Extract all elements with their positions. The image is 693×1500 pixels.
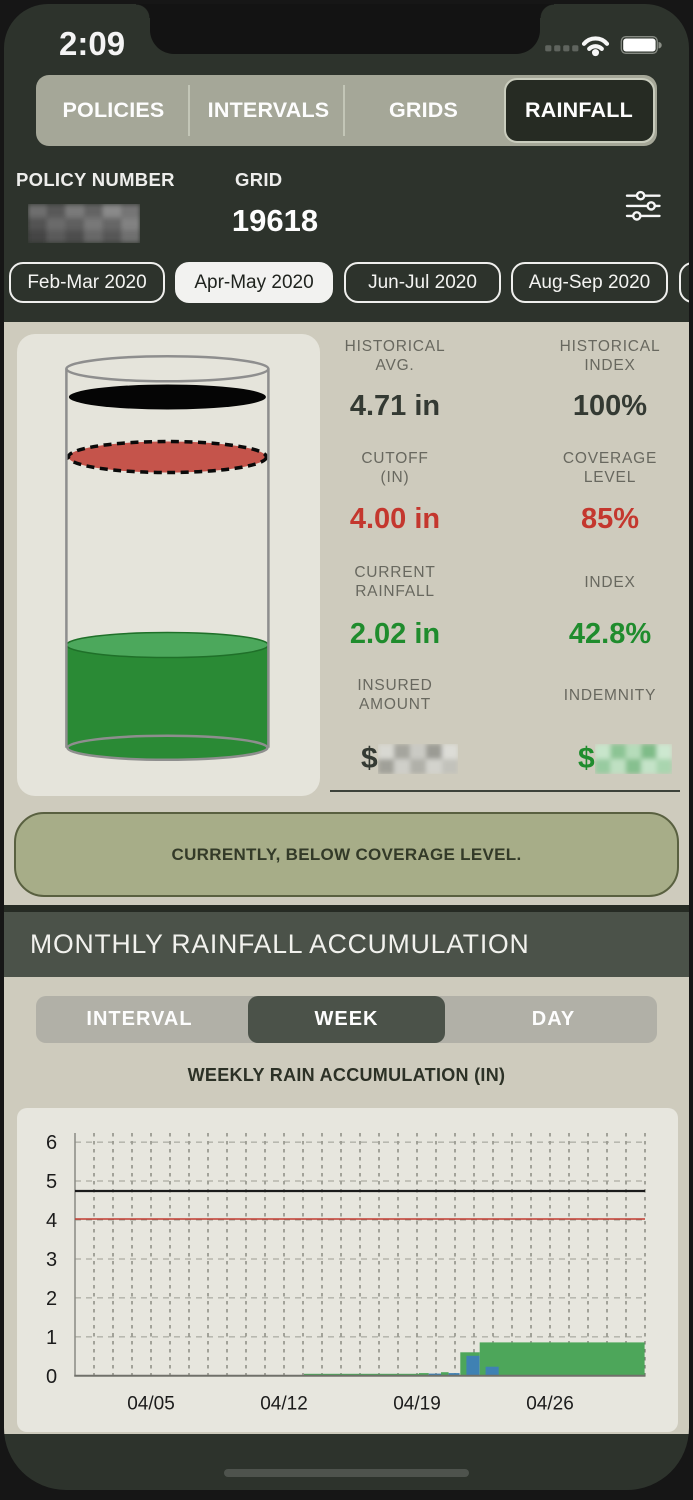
- svg-text:6: 6: [46, 1132, 57, 1154]
- svg-text:1: 1: [46, 1327, 57, 1349]
- svg-text:2: 2: [46, 1288, 57, 1310]
- svg-text:3: 3: [46, 1249, 57, 1271]
- svg-text:04/05: 04/05: [127, 1394, 175, 1415]
- svg-text:0: 0: [46, 1366, 57, 1388]
- svg-text:04/26: 04/26: [526, 1394, 574, 1415]
- svg-text:5: 5: [46, 1171, 57, 1193]
- svg-text:4: 4: [46, 1210, 57, 1232]
- svg-text:04/12: 04/12: [260, 1394, 308, 1415]
- svg-text:04/19: 04/19: [393, 1394, 441, 1415]
